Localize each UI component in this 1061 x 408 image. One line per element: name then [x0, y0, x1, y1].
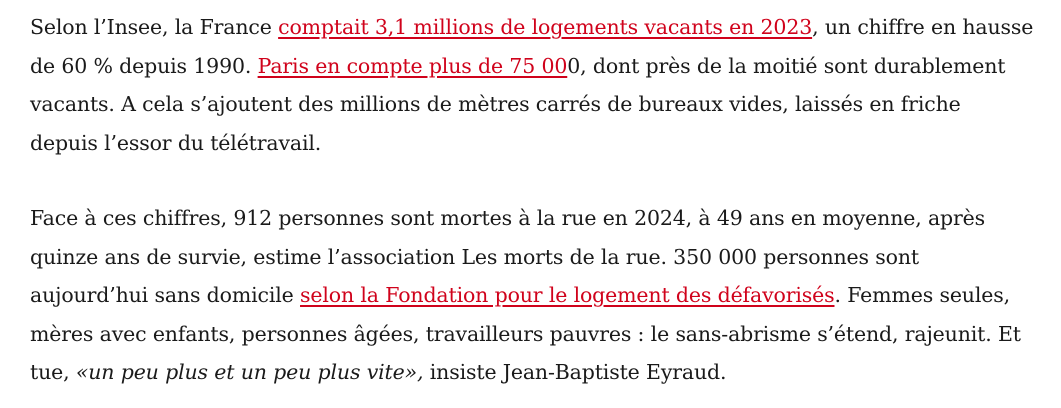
- paragraph-homeless-deaths: Face à ces chiffres, 912 personnes sont …: [30, 199, 1050, 392]
- text-line: vacants. A cela s’ajoutent des millions …: [30, 92, 961, 116]
- text-line: aujourd’hui sans domicile selon la Fonda…: [30, 276, 1050, 315]
- text-segment: de 60 % depuis 1990.: [30, 53, 258, 78]
- text-line: tue, «un peu plus et un peu plus vite», …: [30, 353, 1050, 392]
- text-line: Selon l’Insee, la France comptait 3,1 mi…: [30, 8, 1050, 47]
- text-segment: tue,: [30, 360, 76, 384]
- text-segment: , un chiffre en hausse: [812, 15, 1034, 39]
- quote-eyraud: «un peu plus et un peu plus vite»,: [75, 360, 424, 384]
- text-segment: 0, dont près de la moitié sont durableme…: [567, 53, 1006, 78]
- text-segment: Selon l’Insee, la France: [30, 15, 279, 39]
- text-line: Face à ces chiffres, 912 personnes sont …: [30, 206, 986, 230]
- text-line: quinze ans de survie, estime l’associati…: [30, 244, 919, 269]
- link-insee-vacant-housing[interactable]: comptait 3,1 millions de logements vacan…: [278, 15, 813, 39]
- text-segment: insiste Jean-Baptiste Eyraud.: [423, 360, 727, 384]
- paragraph-vacant-housing: Selon l’Insee, la France comptait 3,1 mi…: [30, 8, 1050, 162]
- text-line: depuis l’essor du télétravail.: [30, 130, 322, 155]
- link-paris-vacant-housing[interactable]: Paris en compte plus de 75 00: [257, 53, 568, 78]
- text-segment: aujourd’hui sans domicile: [30, 283, 301, 307]
- text-segment: . Femmes seules,: [834, 283, 1010, 307]
- link-fondation-logement[interactable]: selon la Fondation pour le logement des …: [300, 283, 835, 307]
- text-line: de 60 % depuis 1990. Paris en compte plu…: [30, 47, 1050, 86]
- text-line: mères avec enfants, personnes âgées, tra…: [30, 321, 1021, 346]
